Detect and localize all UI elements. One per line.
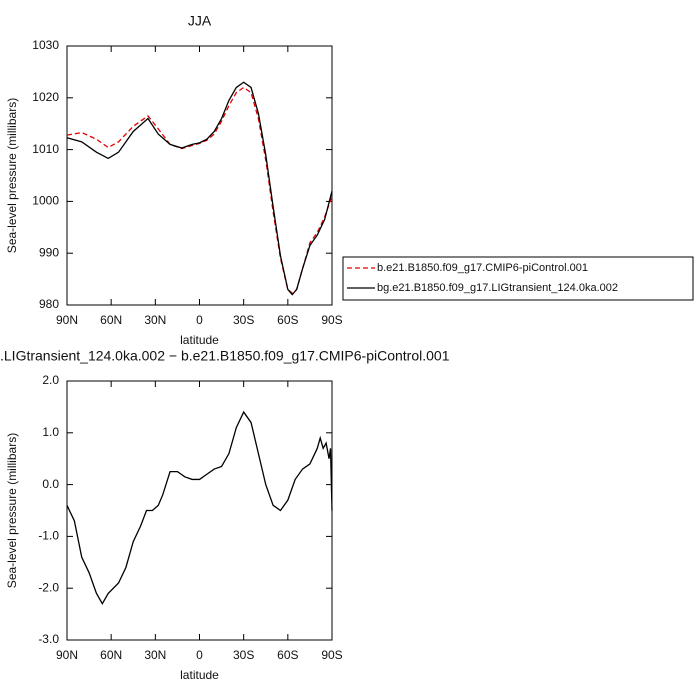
y-tick-label: 0.0 [42,477,59,491]
x-tick-label: 60N [100,313,122,327]
y-tick-label: 1010 [32,142,59,156]
x-tick-label: 90S [321,648,342,662]
chart-title: .LIGtransient_124.0ka.002 − b.e21.B1850.… [0,348,450,364]
data-line [66,81,333,296]
legend-label: b.e21.B1850.f09_g17.CMIP6-piControl.001 [377,262,588,274]
x-axis-label: latitude [180,333,219,347]
y-tick-label: 1000 [32,194,59,208]
x-axis-label: latitude [180,668,219,682]
plot-frame [66,45,333,306]
y-tick-label: -3.0 [38,632,59,646]
x-tick-label: 30S [233,313,254,327]
legend-label: bg.e21.B1850.f09_g17.LIGtransient_124.0k… [377,282,618,294]
x-tick-label: 0 [196,648,203,662]
x-tick-label: 90S [321,313,342,327]
x-tick-label: 90N [56,313,78,327]
y-tick-label: 1020 [32,90,59,104]
y-tick-label: -1.0 [38,529,59,543]
x-tick-label: 60S [277,648,298,662]
x-tick-label: 30N [144,648,166,662]
legend-box [342,256,694,301]
y-tick-label: 980 [39,297,59,311]
y-tick-label: 2.0 [42,373,59,387]
x-tick-label: 30S [233,648,254,662]
data-line [66,86,333,294]
y-axis-label: Sea-level pressure (millibars) [5,433,19,588]
x-tick-label: 30N [144,313,166,327]
x-tick-label: 60N [100,648,122,662]
y-tick-label: -2.0 [38,580,59,594]
plot-frame [66,380,333,641]
y-tick-label: 1030 [32,38,59,52]
y-tick-label: 990 [39,245,59,259]
y-tick-label: 1.0 [42,425,59,439]
x-tick-label: 90N [56,648,78,662]
data-line [66,410,333,606]
chart-title: JJA [188,13,212,29]
y-axis-label: Sea-level pressure (millibars) [5,98,19,253]
x-tick-label: 60S [277,313,298,327]
x-tick-label: 0 [196,313,203,327]
